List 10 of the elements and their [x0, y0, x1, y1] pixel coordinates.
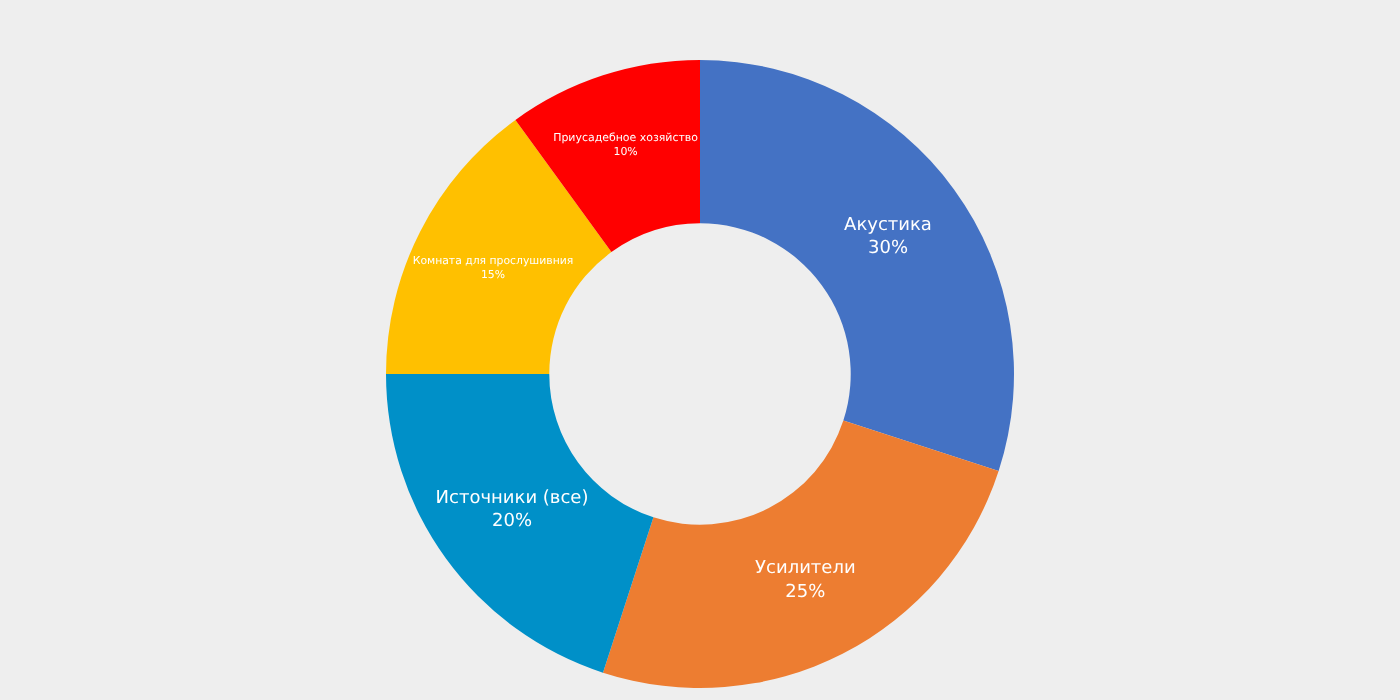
donut-slice — [515, 60, 700, 253]
slice-label: Акустика — [844, 215, 932, 236]
data-label: 20% — [492, 512, 533, 533]
data-label: 25% — [785, 582, 827, 603]
slice-label: Усилители — [755, 559, 856, 580]
data-label: 30% — [867, 239, 909, 260]
donut-slice — [602, 420, 999, 688]
donut-slice — [700, 60, 1014, 472]
slice-label: Источники (все) — [435, 488, 589, 509]
donut-slice — [386, 374, 654, 673]
